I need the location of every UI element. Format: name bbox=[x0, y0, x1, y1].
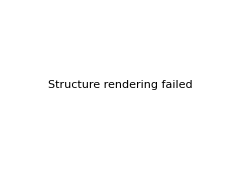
Text: Structure rendering failed: Structure rendering failed bbox=[48, 80, 192, 90]
